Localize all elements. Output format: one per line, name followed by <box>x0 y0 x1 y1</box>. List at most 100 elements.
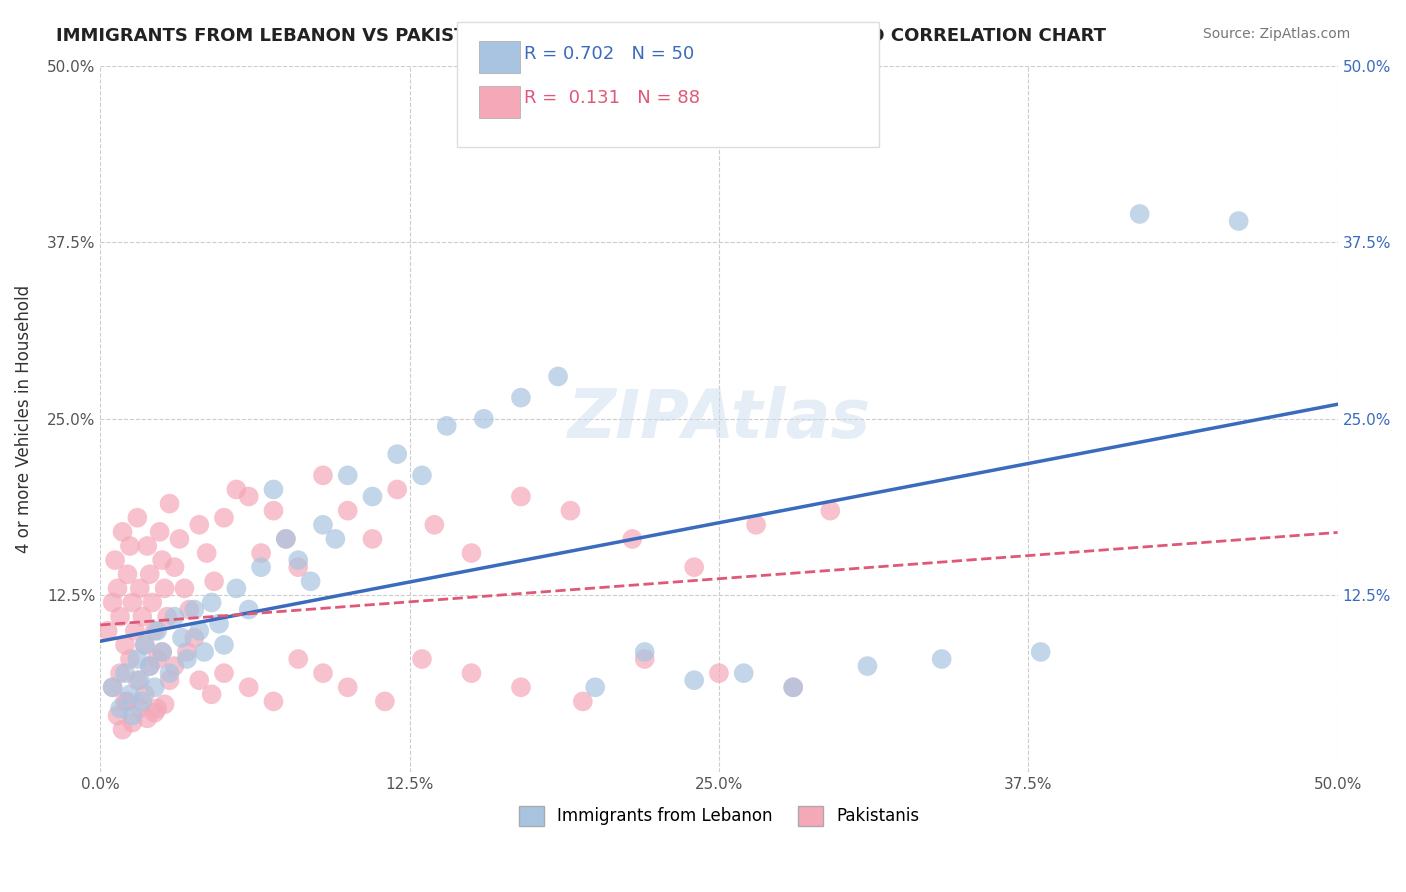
Point <box>212 510 235 524</box>
Point <box>153 582 176 596</box>
Point <box>170 631 193 645</box>
Point <box>621 532 644 546</box>
Point <box>263 694 285 708</box>
Point <box>136 711 159 725</box>
Point <box>136 539 159 553</box>
Point <box>460 546 482 560</box>
Point <box>733 666 755 681</box>
Point <box>117 694 139 708</box>
Point <box>634 645 657 659</box>
Point <box>108 609 131 624</box>
Point <box>336 468 359 483</box>
Point <box>683 560 706 574</box>
Point <box>146 652 169 666</box>
Point <box>201 595 224 609</box>
Point <box>1129 207 1152 221</box>
Point <box>745 517 768 532</box>
Point <box>139 659 162 673</box>
Point <box>176 652 198 666</box>
Point <box>411 468 433 483</box>
Point <box>141 595 163 609</box>
Point <box>118 539 141 553</box>
Point <box>208 616 231 631</box>
Point <box>1029 645 1052 659</box>
Text: R =  0.131   N = 88: R = 0.131 N = 88 <box>524 89 700 107</box>
Point <box>127 510 149 524</box>
Point <box>153 697 176 711</box>
Point <box>159 673 181 688</box>
Point <box>212 666 235 681</box>
Point <box>336 503 359 517</box>
Point <box>143 624 166 638</box>
Point <box>118 652 141 666</box>
Point <box>169 532 191 546</box>
Point <box>263 483 285 497</box>
Point <box>683 673 706 688</box>
Point <box>101 680 124 694</box>
Point <box>510 680 533 694</box>
Point <box>121 595 143 609</box>
Point <box>114 666 136 681</box>
Point <box>1227 214 1250 228</box>
Text: Source: ZipAtlas.com: Source: ZipAtlas.com <box>1202 27 1350 41</box>
Point <box>107 582 129 596</box>
Point <box>299 574 322 589</box>
Point <box>159 497 181 511</box>
Point <box>143 706 166 720</box>
Point <box>111 524 134 539</box>
Point <box>225 483 247 497</box>
Point <box>183 631 205 645</box>
Legend: Immigrants from Lebanon, Pakistanis: Immigrants from Lebanon, Pakistanis <box>510 797 928 834</box>
Point <box>108 701 131 715</box>
Point <box>121 708 143 723</box>
Point <box>150 645 173 659</box>
Point <box>572 694 595 708</box>
Point <box>820 503 842 517</box>
Point <box>176 645 198 659</box>
Point <box>128 673 150 688</box>
Point <box>188 673 211 688</box>
Point <box>193 645 215 659</box>
Point <box>128 582 150 596</box>
Point <box>150 553 173 567</box>
Point <box>782 680 804 694</box>
Point <box>188 517 211 532</box>
Point <box>238 602 260 616</box>
Point <box>124 624 146 638</box>
Point <box>146 624 169 638</box>
Point <box>411 652 433 666</box>
Point <box>472 412 495 426</box>
Point <box>238 680 260 694</box>
Point <box>387 447 409 461</box>
Point <box>202 574 225 589</box>
Point <box>250 560 273 574</box>
Point <box>374 694 396 708</box>
Point <box>287 553 309 567</box>
Point <box>423 517 446 532</box>
Point <box>131 694 153 708</box>
Point <box>117 567 139 582</box>
Point <box>634 652 657 666</box>
Point <box>101 595 124 609</box>
Point <box>547 369 569 384</box>
Point <box>782 680 804 694</box>
Point <box>188 624 211 638</box>
Text: ZIPAtlas: ZIPAtlas <box>568 386 870 452</box>
Point <box>107 708 129 723</box>
Point <box>111 723 134 737</box>
Point <box>325 532 347 546</box>
Point <box>560 503 582 517</box>
Point <box>287 652 309 666</box>
Point <box>131 609 153 624</box>
Point <box>436 418 458 433</box>
Point <box>173 582 195 596</box>
Point <box>274 532 297 546</box>
Point <box>263 503 285 517</box>
Point <box>361 490 384 504</box>
Point <box>139 659 162 673</box>
Point <box>201 687 224 701</box>
Point <box>583 680 606 694</box>
Point <box>931 652 953 666</box>
Point <box>163 609 186 624</box>
Point <box>97 624 120 638</box>
